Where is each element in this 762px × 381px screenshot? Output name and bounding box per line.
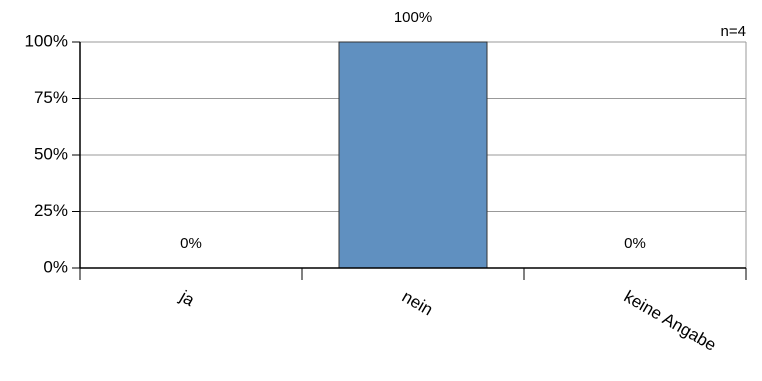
y-tick-label: 50% bbox=[34, 144, 68, 163]
y-tick-label: 100% bbox=[25, 31, 68, 50]
x-tick-label: keine Angabe bbox=[621, 287, 720, 355]
x-tick-label: ja bbox=[176, 286, 198, 310]
annotation: n=4 bbox=[721, 23, 746, 40]
y-tick-label: 75% bbox=[34, 88, 68, 107]
bar bbox=[338, 41, 488, 269]
value-label: 0% bbox=[624, 235, 646, 252]
value-label: 0% bbox=[180, 235, 202, 252]
value-label: 100% bbox=[394, 9, 432, 26]
y-tick-label: 25% bbox=[34, 201, 68, 220]
y-tick-label: 0% bbox=[43, 257, 68, 276]
x-tick-label: nein bbox=[399, 287, 436, 320]
